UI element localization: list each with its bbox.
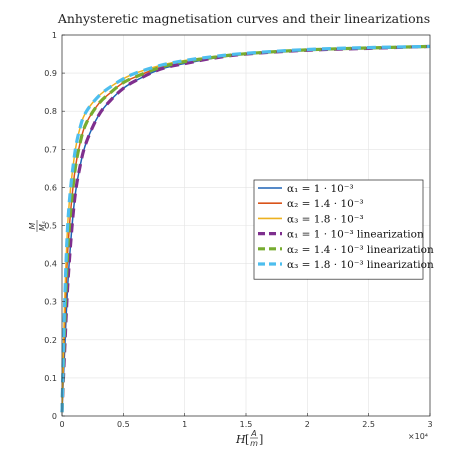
legend-entry-6: α₃ = 1.8 · 10⁻³ linearization [287,259,434,271]
x-axis-label: H [ A m ] [235,429,263,448]
y-tick-label: 0.2 [44,336,57,345]
legend-entry-5: α₂ = 1.4 · 10⁻³ linearization [287,244,434,256]
y-axis-label: M Mₛ [28,220,47,232]
series-line-5 [60,44,431,413]
legend-entry-2: α₂ = 1.4 · 10⁻³ [287,198,364,210]
y-tick-label: 0.8 [44,107,57,116]
x-tick-label: 0.5 [117,420,130,429]
y-tick-label: 0.6 [44,183,57,192]
legend-entry-4: α₁ = 1 · 10⁻³ linearization [287,229,424,241]
x-tick-label: 0 [59,420,64,429]
y-tick-label: 0.9 [44,69,57,78]
x-axis-label-unit-num: A [250,429,256,438]
series-line-6 [60,44,431,413]
y-tick-label: 0.5 [44,222,57,231]
y-tick-label: 1 [52,31,57,40]
y-tick-label: 0.3 [44,298,57,307]
x-multiplier-label: ×10⁴ [408,432,428,441]
chart-title: Anhysteretic magnetisation curves and th… [57,11,430,26]
y-tick-label: 0.1 [44,374,57,383]
x-tick-label: 2 [305,420,310,429]
y-axis-label-den: Mₛ [38,221,47,231]
y-tick-label: 0.7 [44,145,57,154]
legend-entry-1: α₁ = 1 · 10⁻³ [287,183,354,195]
x-axis-ticks: 0 0.5 1 1.5 2 2.5 3 [59,413,433,429]
x-axis-label-bracket-left: [ [245,433,249,446]
x-tick-label: 1.5 [240,420,253,429]
x-tick-label: 1 [182,420,187,429]
series-layer [60,44,431,413]
x-tick-label: 2.5 [362,420,375,429]
y-axis-ticks: 0 0.1 0.2 0.3 0.4 0.5 0.6 0.7 0.8 0.9 1 [44,31,65,421]
x-tick-label: 3 [427,420,432,429]
legend-box [253,179,424,280]
legend: α₁ = 1 · 10⁻³ α₂ = 1.4 · 10⁻³ α₃ = 1.8 · 1… [253,179,434,280]
y-tick-label: 0 [52,412,57,421]
x-axis-label-bracket-right: ] [259,433,263,446]
x-axis-label-symbol: H [235,433,246,446]
x-axis-label-unit-den: m [250,439,258,448]
legend-entry-3: α₃ = 1.8 · 10⁻³ [287,213,364,225]
y-axis-label-num: M [28,222,37,229]
y-tick-label: 0.4 [44,260,57,269]
